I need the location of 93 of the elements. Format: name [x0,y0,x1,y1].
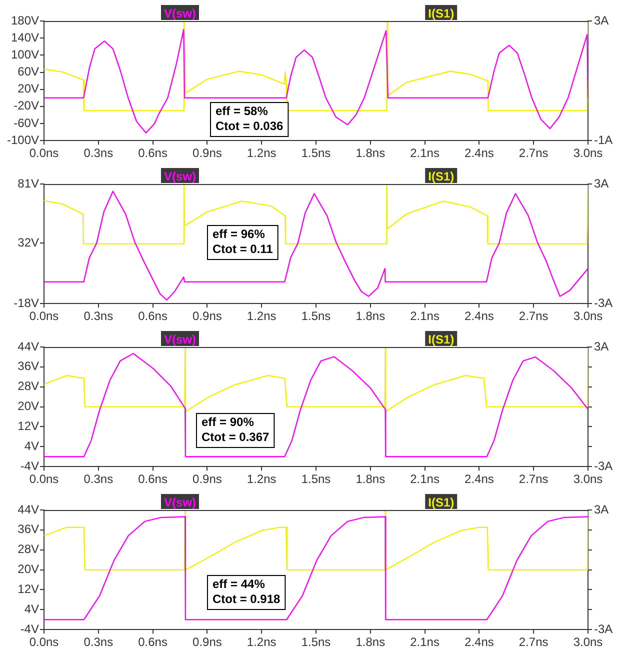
y-tick-label: -60V [14,116,39,130]
x-tick-label: 0.9ns [192,146,222,160]
x-tick-label: 2.7ns [518,309,548,324]
y-tick-label: 140V [10,30,39,44]
x-tick-label: 1.8ns [356,146,386,160]
annotation: eff = 58% [216,104,268,118]
annotation: Ctot = 0.11 [212,242,274,256]
series-label: I(S1) [428,495,454,510]
x-tick-label: 2.4ns [464,472,494,486]
x-tick-label: 0.9ns [192,635,222,650]
x-tick-label: 2.4ns [464,309,494,324]
series-label: V(sw) [164,495,196,510]
text: V(sw) [164,169,196,184]
y-tick-label: 4V [24,438,39,453]
x-tick-label: 1.8ns [356,472,386,486]
x-tick-label: 1.5ns [301,146,331,160]
y-tick-label: 20V [18,562,39,576]
y2-tick-label: -3A [594,458,613,473]
x-tick-label: 0.6ns [138,309,168,324]
x-tick-label: 2.7ns [518,146,548,160]
x-tick-label: 0.9ns [192,472,222,486]
x-tick-label: 0.0ns [29,635,59,650]
text: I(S1) [428,332,454,346]
y-tick-label: 20V [18,399,39,414]
y2-tick-label: 3A [594,339,609,354]
x-tick-label: 3.0ns [573,146,603,160]
text: V(sw) [164,332,196,346]
y-tick-label: -100V [6,132,39,147]
x-tick-label: 0.0ns [29,472,59,486]
annotation: eff = 96% [212,226,266,241]
y-tick-label: 180V [10,13,39,28]
x-tick-label: 1.5ns [301,472,331,486]
annotation: eff = 44% [212,576,266,591]
annotation: eff = 90% [202,414,254,429]
x-tick-label: 0.9ns [192,309,222,324]
annotation: Ctot = 0.918 [212,592,281,606]
y2-tick-label: 3A [594,502,609,516]
y-tick-label: 4V [24,602,39,616]
x-tick-label: 0.3ns [84,309,114,324]
x-tick-label: 0.3ns [84,635,114,650]
x-tick-label: 1.2ns [246,146,276,160]
y-tick-label: 32V [18,236,39,250]
y-tick-label: 44V [18,502,39,516]
x-tick-label: 3.0ns [573,472,603,486]
x-tick-label: 3.0ns [573,309,603,324]
y-tick-label: 36V [18,359,39,374]
x-tick-label: 1.5ns [301,309,331,324]
y-tick-label: 12V [18,582,39,596]
x-tick-label: 0.6ns [138,146,168,160]
y-tick-label: -4V [20,458,39,473]
y-tick-label: 81V [18,176,39,190]
x-tick-label: 2.4ns [464,635,494,650]
x-tick-label: 2.1ns [410,309,440,324]
y-tick-label: 20V [18,82,39,96]
y2-tick-label: 3A [594,176,609,190]
y-tick-label: 36V [18,522,39,536]
y2-tick-label: -3A [594,296,613,310]
x-tick-label: 3.0ns [573,635,603,650]
x-tick-label: 1.8ns [356,309,386,324]
annotation: Ctot = 0.036 [216,118,284,133]
annotation: Ctot = 0.367 [202,430,270,444]
text: I(S1) [428,6,454,20]
x-tick-label: 0.6ns [138,472,168,486]
y-tick-label: 28V [18,542,39,556]
y-tick-label: 12V [18,419,39,434]
x-tick-label: 0.6ns [138,635,168,650]
x-tick-label: 2.7ns [518,635,548,650]
x-tick-label: 2.1ns [410,472,440,486]
y2-tick-label: -1A [594,132,613,147]
y-tick-label: 28V [18,379,39,394]
series-label: I(S1) [428,169,454,184]
x-tick-label: 1.2ns [246,472,276,486]
y-tick-label: 60V [18,64,39,79]
x-tick-label: 2.7ns [518,472,548,486]
x-tick-label: 1.5ns [301,635,331,650]
x-tick-label: 2.4ns [464,146,494,160]
x-tick-label: 1.2ns [246,635,276,650]
x-tick-label: 1.8ns [356,635,386,650]
y-tick-label: -20V [14,98,39,113]
series-label: V(sw) [164,6,196,20]
x-tick-label: 2.1ns [410,146,440,160]
y-tick-label: -4V [20,622,39,636]
y2-tick-label: 3A [594,13,609,28]
y2-tick-label: -3A [594,622,613,636]
x-tick-label: 0.3ns [84,472,114,486]
x-tick-label: 2.1ns [410,635,440,650]
x-tick-label: 0.3ns [84,146,114,160]
y-tick-label: 100V [10,47,39,62]
y-tick-label: -18V [14,296,39,310]
x-tick-label: 1.2ns [246,309,276,324]
y-tick-label: 44V [18,339,39,354]
x-tick-label: 0.0ns [29,146,59,160]
x-tick-label: 0.0ns [29,309,59,324]
